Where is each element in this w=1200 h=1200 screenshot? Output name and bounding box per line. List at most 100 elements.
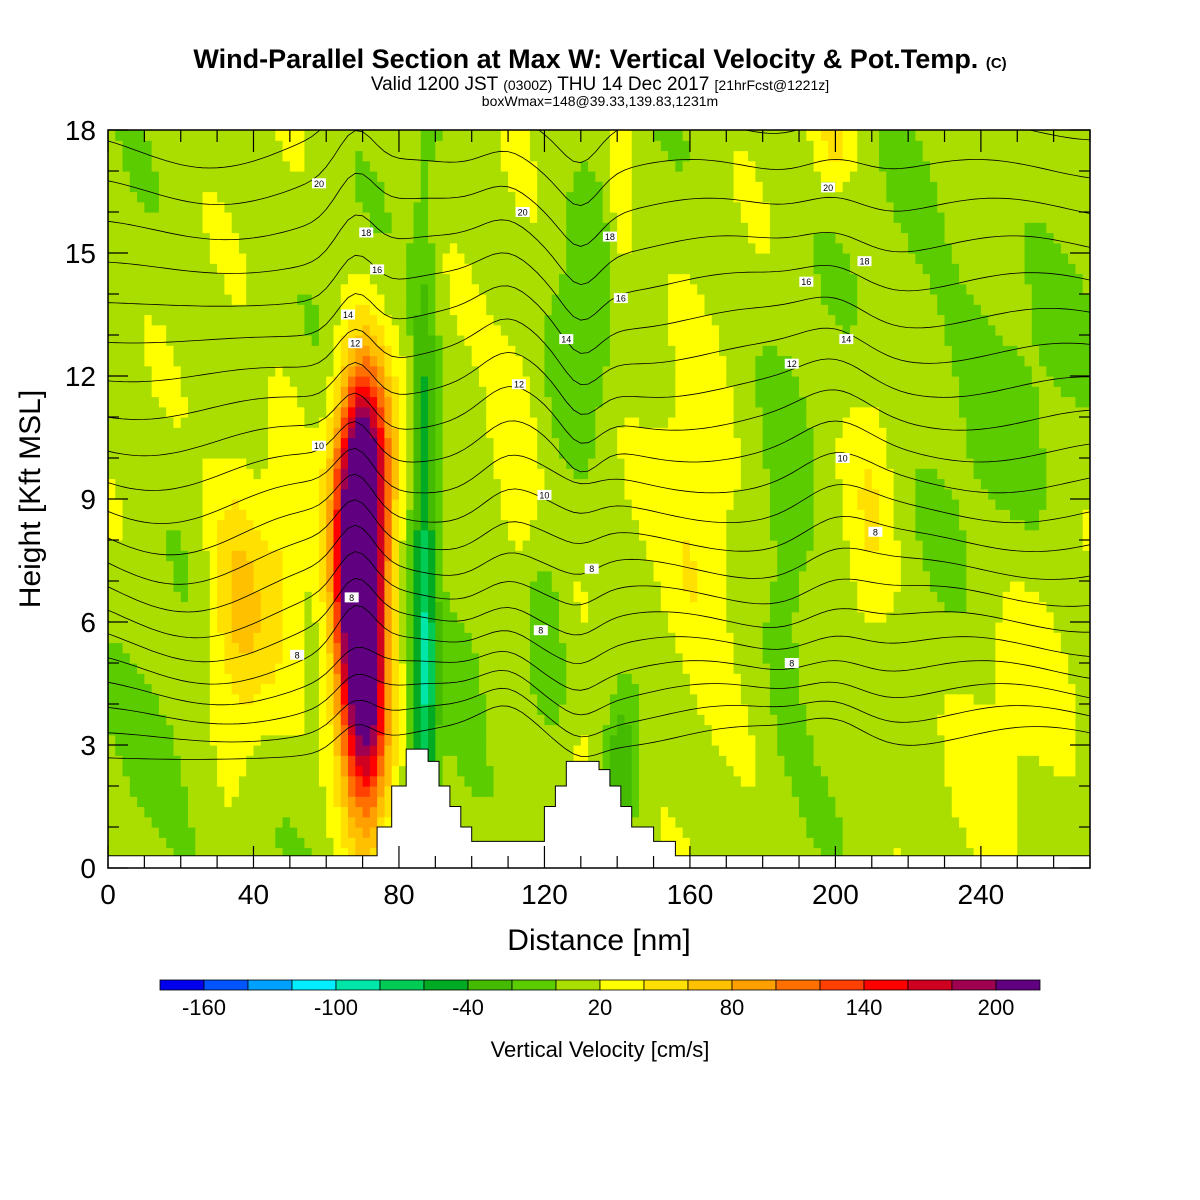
heatmap-cell: [515, 611, 524, 623]
heatmap-cell: [238, 693, 247, 705]
heatmap-cell: [464, 540, 473, 551]
heatmap-cell: [333, 837, 342, 849]
heatmap-cell: [435, 222, 444, 234]
heatmap-cell: [442, 376, 451, 387]
heatmap-cell: [369, 837, 378, 849]
heatmap-cell: [289, 837, 298, 849]
heatmap-cell: [457, 304, 466, 316]
heatmap-cell: [588, 191, 596, 203]
heatmap-cell: [537, 827, 546, 838]
heatmap-cell: [209, 222, 218, 234]
heatmap-cell: [355, 427, 364, 439]
heatmap-cell: [406, 314, 415, 326]
heatmap-cell: [108, 171, 116, 182]
heatmap-cell: [217, 232, 225, 244]
heatmap-cell: [231, 847, 240, 859]
heatmap-cell: [318, 693, 327, 705]
heatmap-cell: [508, 263, 516, 275]
heatmap-cell: [544, 796, 553, 808]
heatmap-cell: [551, 755, 560, 767]
heatmap-cell: [311, 160, 320, 172]
heatmap-cell: [588, 693, 596, 705]
heatmap-cell: [311, 601, 320, 613]
heatmap-cell: [544, 335, 553, 346]
valid-prefix: Valid 1200 JST: [370, 74, 498, 95]
heatmap-cell: [515, 745, 524, 756]
heatmap-cell: [515, 365, 524, 377]
heatmap-cell: [108, 447, 116, 459]
heatmap-cell: [282, 232, 291, 244]
heatmap-cell: [311, 488, 320, 500]
heatmap-cell: [522, 130, 531, 141]
heatmap-cell: [188, 304, 196, 316]
heatmap-cell: [224, 458, 233, 469]
heatmap-cell: [326, 622, 335, 633]
heatmap-cell: [246, 775, 255, 787]
heatmap-cell: [268, 171, 276, 182]
heatmap-cell: [304, 283, 313, 295]
heatmap-cell: [202, 171, 211, 182]
heatmap-cell: [566, 611, 575, 623]
heatmap-cell: [544, 642, 553, 654]
heatmap-cell: [260, 519, 269, 531]
heatmap-cell: [144, 673, 153, 685]
heatmap-cell: [449, 191, 458, 203]
heatmap-cell: [326, 827, 335, 838]
heatmap-cell: [318, 150, 327, 162]
heatmap-cell: [580, 714, 589, 726]
heatmap-cell: [580, 417, 589, 428]
heatmap-cell: [486, 611, 495, 623]
heatmap-cell: [558, 355, 567, 367]
heatmap-cell: [508, 652, 516, 664]
heatmap-cell: [442, 365, 451, 377]
heatmap-cell: [362, 253, 371, 264]
heatmap-cell: [173, 642, 182, 654]
heatmap-cell: [566, 601, 575, 613]
heatmap-cell: [297, 642, 305, 654]
heatmap-cell: [442, 499, 451, 510]
heatmap-cell: [471, 283, 480, 295]
heatmap-cell: [369, 827, 378, 838]
heatmap-cell: [515, 786, 524, 797]
heatmap-cell: [180, 232, 189, 244]
heatmap-cell: [398, 693, 407, 705]
heatmap-cell: [457, 212, 466, 223]
heatmap-cell: [122, 130, 131, 141]
heatmap-cell: [529, 734, 538, 746]
heatmap-cell: [508, 591, 516, 603]
heatmap-cell: [471, 437, 480, 449]
heatmap-cell: [500, 447, 509, 459]
heatmap-cell: [297, 140, 305, 152]
heatmap-cell: [558, 130, 567, 141]
heatmap-cell: [348, 632, 356, 644]
heatmap-cell: [188, 140, 196, 152]
heatmap-cell: [166, 345, 175, 357]
heatmap-cell: [551, 765, 560, 777]
heatmap-cell: [406, 683, 415, 695]
heatmap-cell: [391, 386, 400, 398]
heatmap-cell: [478, 806, 487, 818]
heatmap-cell: [398, 499, 407, 510]
heatmap-cell: [348, 283, 356, 295]
heatmap-cell: [180, 365, 189, 377]
heatmap-cell: [122, 181, 131, 193]
heatmap-cell: [420, 509, 429, 521]
heatmap-cell: [158, 745, 167, 756]
heatmap-cell: [573, 242, 582, 254]
heatmap-cell: [209, 242, 218, 254]
heatmap-cell: [551, 406, 560, 418]
heatmap-cell: [289, 734, 298, 746]
heatmap-cell: [464, 499, 473, 510]
heatmap-cell: [486, 304, 495, 316]
heatmap-cell: [289, 683, 298, 695]
heatmap-cell: [275, 253, 284, 264]
heatmap-cell: [282, 591, 291, 603]
heatmap-cell: [217, 611, 225, 623]
heatmap-cell: [551, 570, 560, 582]
heatmap-cell: [238, 263, 247, 275]
heatmap-cell: [202, 150, 211, 162]
heatmap-cell: [348, 201, 356, 213]
heatmap-cell: [595, 622, 604, 633]
heatmap-cell: [369, 745, 378, 756]
heatmap-cell: [420, 529, 429, 541]
